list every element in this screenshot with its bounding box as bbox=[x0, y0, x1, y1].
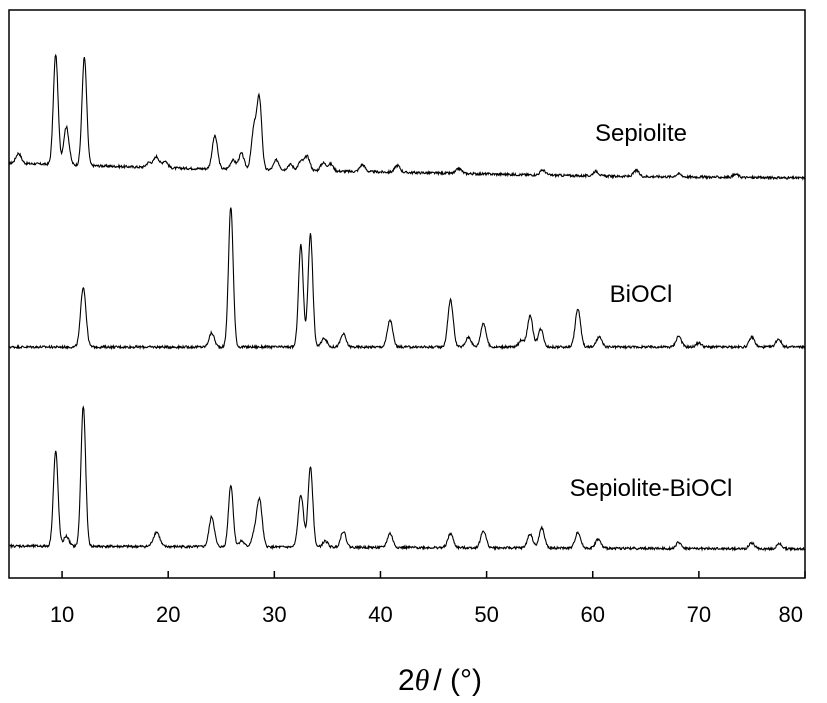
plot-frame bbox=[8, 9, 806, 579]
x-axis-ticks: 10 20 30 40 50 60 70 80 bbox=[50, 571, 806, 627]
series-label-sepiolite: Sepiolite bbox=[595, 120, 687, 147]
x-axis-label: 2θ / (°) bbox=[398, 664, 482, 697]
xrd-traces bbox=[8, 53, 806, 552]
x-tick-label: 70 bbox=[687, 602, 711, 627]
x-tick-label: 20 bbox=[156, 602, 180, 627]
x-tick-label: 50 bbox=[474, 602, 498, 627]
series-line-biocl bbox=[8, 207, 806, 351]
series-label-sepiolite-biocl: Sepiolite-BiOCl bbox=[570, 475, 733, 502]
series-label-biocl: BiOCl bbox=[610, 281, 673, 308]
series-line-sepiolite bbox=[8, 53, 806, 182]
series-labels: Sepiolite BiOCl Sepiolite-BiOCl bbox=[570, 120, 733, 502]
series-line-sepiolite-biocl bbox=[8, 405, 806, 552]
x-tick-label: 60 bbox=[580, 602, 604, 627]
x-axis-label-unit: / (°) bbox=[433, 664, 482, 697]
x-tick-label: 10 bbox=[50, 602, 74, 627]
x-axis-label-prefix: 2 bbox=[398, 664, 415, 697]
x-axis-label-theta: θ bbox=[415, 664, 430, 697]
x-tick-label: 80 bbox=[779, 602, 803, 627]
x-tick-label: 40 bbox=[368, 602, 392, 627]
x-tick-label: 30 bbox=[262, 602, 286, 627]
